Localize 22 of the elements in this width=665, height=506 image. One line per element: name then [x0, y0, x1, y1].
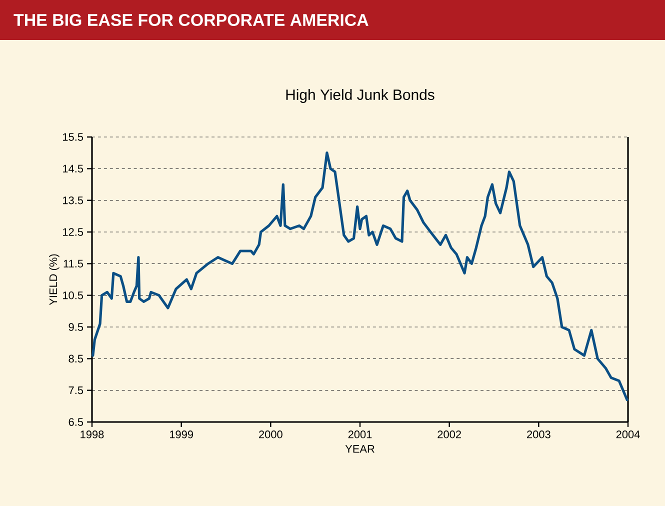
y-tick-label: 8.5 — [68, 354, 84, 363]
y-tick-label: 13.5 — [63, 196, 84, 204]
x-tick-label: 1999 — [170, 430, 194, 438]
y-tick-label: 6.5 — [68, 418, 84, 426]
chart-title: THE BIG EASE FOR CORPORATE AMERICA — [14, 14, 368, 26]
line-series — [92, 152, 628, 402]
y-tick-label: 10.5 — [63, 291, 84, 300]
x-tick-label: 1998 — [80, 430, 104, 438]
x-tick-label: 2000 — [259, 430, 282, 438]
y-tick-label: 14.5 — [63, 164, 84, 172]
y-axis-title: YIELD (%) — [49, 254, 60, 306]
y-tick-label: 11.5 — [64, 260, 84, 268]
y-tick-label: 15.5 — [63, 133, 84, 141]
chart-subtitle: High Yield Junk Bonds — [286, 89, 434, 103]
x-tick-label: 2001 — [348, 430, 372, 438]
x-tick-label: 2003 — [527, 430, 550, 438]
y-tick-label: 7.5 — [68, 386, 84, 394]
y-tick-label: 9.5 — [68, 323, 84, 331]
y-tick-label: 12.5 — [63, 228, 84, 236]
x-axis-title: YEAR — [345, 445, 374, 453]
x-tick-label: 2002 — [438, 430, 461, 438]
x-tick-label: 2004 — [616, 430, 640, 438]
